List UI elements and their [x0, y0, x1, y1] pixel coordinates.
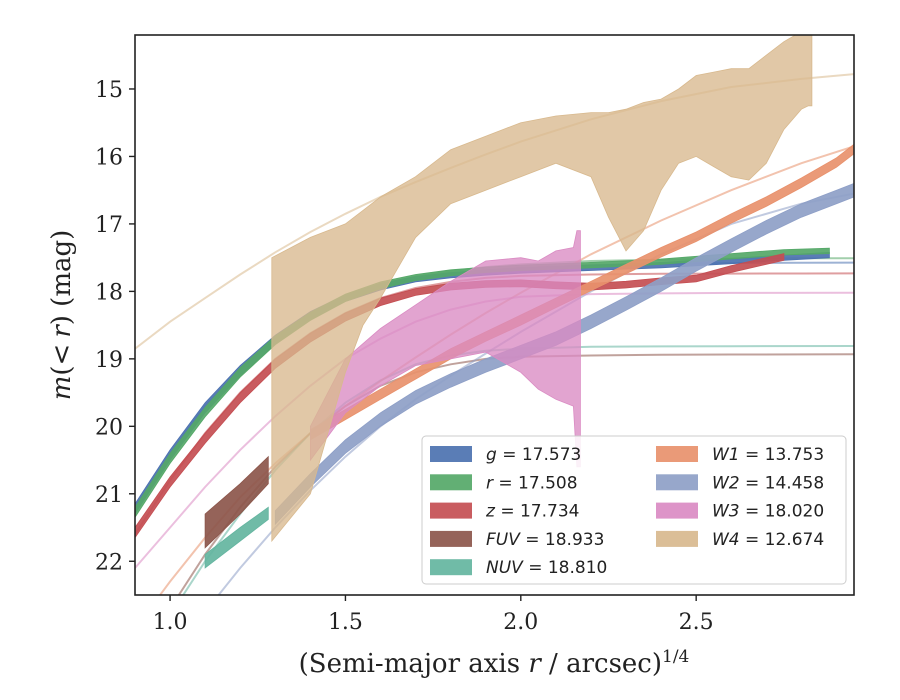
- y-tick-label: 21: [95, 483, 123, 508]
- legend-swatch-nuv: [430, 559, 472, 576]
- legend-swatch-fuv: [430, 530, 472, 547]
- legend-label-z: z = 17.734: [485, 502, 579, 522]
- profile-band-w4: [271, 35, 813, 543]
- y-tick-label: 16: [95, 145, 123, 170]
- legend-label-fuv: FUV = 18.933: [486, 530, 604, 550]
- y-tick-label: 18: [95, 280, 123, 305]
- legend-swatch-w1: [656, 446, 698, 462]
- legend-swatch-g: [430, 446, 472, 462]
- profile-band-w2: [274, 182, 854, 526]
- legend-swatch-w3: [656, 502, 698, 519]
- plot-frame: [134, 34, 855, 596]
- legend-swatch-w2: [656, 474, 698, 491]
- x-tick-label: 2.5: [679, 610, 714, 635]
- legend-label-w3: W3 = 18.020: [712, 502, 824, 522]
- legend: g = 17.573 r = 17.508 z = 17.734 FUV = 18.9…: [421, 435, 847, 585]
- legend-label-g: g = 17.573: [486, 445, 581, 465]
- profile-band-nuv: [204, 506, 269, 569]
- legend-label-w2: W2 = 14.458: [712, 473, 824, 493]
- legend-swatch-w4: [656, 530, 698, 547]
- x-axis-ticks: 1.0 1.5 2.0 2.5: [153, 595, 714, 635]
- y-axis-ticks: 15 16 17 18 19 20 21 22: [95, 78, 135, 575]
- profile-band-fuv: [204, 455, 269, 549]
- legend-swatch-r: [430, 474, 472, 491]
- x-tick-label: 1.0: [153, 610, 188, 635]
- x-axis-label: (Semi-major axis r / arcsec)1/4: [299, 647, 690, 679]
- legend-label-nuv: NUV = 18.810: [486, 558, 607, 578]
- y-tick-label: 22: [95, 550, 123, 575]
- y-tick-label: 20: [95, 415, 123, 440]
- y-axis-label: m(<r) (mag): [47, 230, 77, 401]
- legend-label-w4: W4 = 12.674: [712, 530, 824, 550]
- y-tick-label: 15: [95, 78, 123, 103]
- y-tick-label: 17: [95, 213, 123, 238]
- x-tick-label: 1.5: [328, 610, 363, 635]
- legend-label-w1: W1 = 13.753: [712, 445, 824, 465]
- legend-frame: [421, 435, 847, 585]
- x-tick-label: 2.0: [503, 610, 538, 635]
- legend-label-r: r = 17.508: [486, 473, 578, 493]
- y-tick-label: 19: [95, 348, 123, 373]
- legend-swatch-z: [430, 502, 472, 519]
